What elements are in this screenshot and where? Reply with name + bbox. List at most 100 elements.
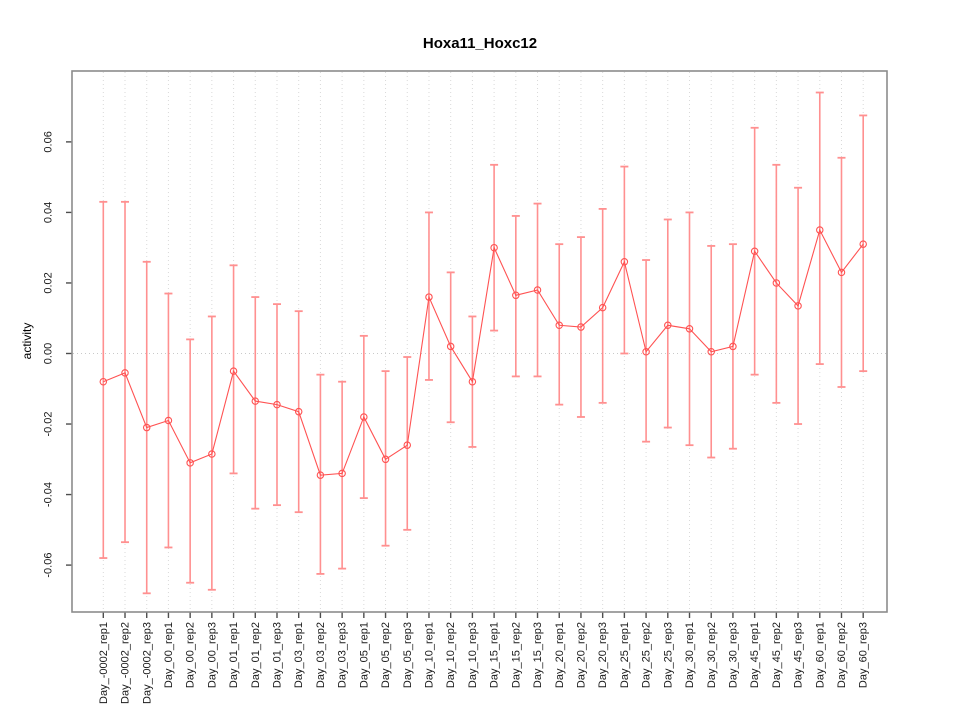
- x-tick-label: Day_00_rep2: [185, 622, 197, 688]
- data-point: [837, 268, 846, 277]
- error-bar-layer: [99, 91, 868, 595]
- x-tick-label: Day_25_rep2: [641, 622, 653, 688]
- x-tick-label: Day_15_rep3: [532, 622, 544, 688]
- y-tick-label: -0.04: [43, 482, 55, 507]
- x-tick-label: Day_03_rep1: [293, 622, 305, 688]
- x-tick-label: Day_20_rep2: [575, 622, 587, 688]
- y-tick-label: 0.04: [43, 202, 55, 223]
- x-tick-label: Day_10_rep2: [445, 622, 457, 688]
- data-point: [251, 397, 260, 405]
- x-tick-label: Day_10_rep1: [423, 622, 435, 688]
- x-tick-label: Day_60_rep1: [814, 622, 826, 688]
- data-point: [598, 303, 607, 312]
- error-bar: [598, 207, 607, 404]
- data-point: [99, 377, 108, 386]
- data-point: [859, 240, 867, 248]
- data-point: [555, 321, 563, 330]
- data-point: [772, 279, 781, 287]
- x-tick-label: Day_30_rep1: [684, 622, 696, 688]
- data-point: [338, 469, 346, 478]
- x-tick-label: Day_03_rep2: [315, 622, 327, 688]
- data-point: [403, 441, 412, 449]
- error-bar: [620, 165, 629, 355]
- data-point: [273, 400, 281, 409]
- x-tick-label: Day_05_rep3: [402, 622, 414, 688]
- x-tick-label: Day_03_rep3: [337, 622, 349, 688]
- data-point: [794, 302, 802, 310]
- axis-layer: -0.06 -0.04 -0.02 0.00 0.02 0.04 0.06 Day_-0002…: [43, 131, 870, 704]
- x-tick-label: Day_01_rep1: [228, 622, 240, 688]
- x-tick-label: Day_01_rep2: [250, 622, 262, 688]
- y-tick-label: -0.06: [43, 553, 55, 578]
- data-point: [533, 286, 542, 294]
- x-tick-label: Day_00_rep3: [206, 622, 218, 688]
- x-tick-label: Day_05_rep2: [380, 622, 392, 688]
- x-tick-label: Day_60_rep3: [858, 622, 870, 688]
- data-point: [121, 369, 129, 377]
- data-point: [186, 459, 194, 467]
- data-point: [707, 347, 715, 356]
- data-point: [642, 347, 650, 356]
- x-tick-label: Day_45_rep2: [771, 622, 783, 688]
- data-point: [316, 471, 325, 479]
- x-tick-label: Day_20_rep3: [597, 622, 609, 688]
- x-tick-label: Day_-0002_rep3: [141, 622, 153, 704]
- x-tick-label: Day_30_rep3: [727, 622, 739, 688]
- data-point: [490, 243, 498, 252]
- y-tick-label: 0.02: [43, 272, 55, 293]
- data-point: [208, 450, 216, 458]
- error-bar: [815, 91, 824, 365]
- data-point: [620, 258, 629, 266]
- error-bar: [186, 338, 195, 584]
- data-point: [229, 367, 238, 375]
- x-tick-label: Day_25_rep3: [662, 622, 674, 688]
- y-tick-label: 0.06: [43, 131, 55, 152]
- error-bar: [663, 218, 672, 429]
- data-point: [360, 413, 368, 421]
- data-point: [446, 342, 455, 351]
- x-tick-label: Day_10_rep3: [467, 622, 479, 688]
- data-point: [577, 323, 585, 331]
- data-point: [164, 416, 173, 425]
- series-line: [103, 228, 864, 476]
- chart-title: Hoxa11_Hoxc12: [423, 35, 537, 52]
- error-bar: [251, 296, 260, 510]
- error-bar: [99, 200, 108, 559]
- error-bar: [229, 264, 238, 475]
- error-bar: [859, 114, 868, 373]
- x-tick-label: Day_45_rep1: [749, 622, 761, 688]
- error-bar: [121, 200, 130, 544]
- data-point: [685, 325, 694, 333]
- data-point: [512, 291, 520, 300]
- x-tick-label: Day_00_rep1: [163, 622, 175, 688]
- plot-border: [71, 70, 888, 613]
- error-bar: [338, 380, 347, 570]
- data-point: [468, 377, 477, 386]
- x-tick-label: Day_15_rep1: [489, 622, 501, 688]
- x-tick-label: Day_20_rep1: [554, 622, 566, 688]
- x-tick-label: Day_-0002_rep2: [120, 622, 132, 704]
- y-tick-label: -0.02: [43, 411, 55, 436]
- data-point: [425, 293, 433, 301]
- error-bar: [511, 215, 520, 378]
- data-point: [381, 455, 390, 464]
- grid-layer: [73, 72, 886, 611]
- x-tick-label: Day_15_rep2: [510, 622, 522, 688]
- x-tick-label: Day_-0002_rep1: [98, 622, 110, 704]
- x-tick-label: Day_01_rep3: [272, 622, 284, 688]
- data-series-layer: [99, 226, 867, 479]
- data-point: [294, 407, 303, 416]
- x-tick-label: Day_45_rep3: [793, 622, 805, 688]
- data-point: [729, 342, 737, 351]
- x-tick-label: Day_60_rep2: [836, 622, 848, 688]
- x-tick-label: Day_05_rep1: [358, 622, 370, 688]
- y-tick-label: 0.00: [43, 343, 55, 364]
- data-point: [816, 226, 824, 234]
- data-point: [750, 247, 759, 255]
- x-tick-label: Day_30_rep2: [706, 622, 718, 688]
- x-tick-label: Day_25_rep1: [619, 622, 631, 688]
- data-point: [664, 321, 672, 330]
- y-axis-label: activity: [20, 323, 34, 360]
